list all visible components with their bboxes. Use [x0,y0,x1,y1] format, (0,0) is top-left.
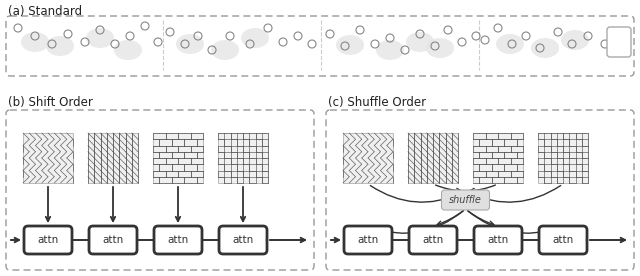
Ellipse shape [241,28,269,48]
FancyBboxPatch shape [154,226,202,254]
FancyBboxPatch shape [409,226,457,254]
Text: attn: attn [488,235,509,245]
Text: attn: attn [102,235,124,245]
Ellipse shape [376,40,404,60]
Ellipse shape [531,38,559,58]
Ellipse shape [114,40,142,60]
FancyBboxPatch shape [88,133,138,183]
Text: attn: attn [357,235,379,245]
FancyBboxPatch shape [607,27,631,57]
Ellipse shape [86,28,114,48]
FancyBboxPatch shape [219,226,267,254]
Ellipse shape [211,40,239,60]
FancyBboxPatch shape [23,133,73,183]
Text: attn: attn [168,235,189,245]
FancyBboxPatch shape [344,226,392,254]
Ellipse shape [496,34,524,54]
FancyBboxPatch shape [89,226,137,254]
Text: attn: attn [422,235,444,245]
FancyBboxPatch shape [24,226,72,254]
FancyBboxPatch shape [539,226,587,254]
Ellipse shape [426,38,454,58]
Text: shuffle: shuffle [449,195,482,205]
Ellipse shape [561,30,589,50]
Text: attn: attn [552,235,573,245]
Ellipse shape [46,36,74,56]
Text: attn: attn [37,235,59,245]
FancyBboxPatch shape [442,190,490,210]
Ellipse shape [336,35,364,55]
FancyBboxPatch shape [343,133,393,183]
Ellipse shape [176,34,204,54]
FancyBboxPatch shape [474,226,522,254]
Text: (c) Shuffle Order: (c) Shuffle Order [328,96,426,109]
Text: (a) Standard: (a) Standard [8,5,82,18]
Text: attn: attn [232,235,253,245]
FancyBboxPatch shape [218,133,268,183]
FancyBboxPatch shape [153,133,203,183]
Ellipse shape [406,32,434,52]
FancyBboxPatch shape [473,133,523,183]
Text: (b) Shift Order: (b) Shift Order [8,96,93,109]
Ellipse shape [21,32,49,52]
FancyBboxPatch shape [538,133,588,183]
FancyBboxPatch shape [408,133,458,183]
